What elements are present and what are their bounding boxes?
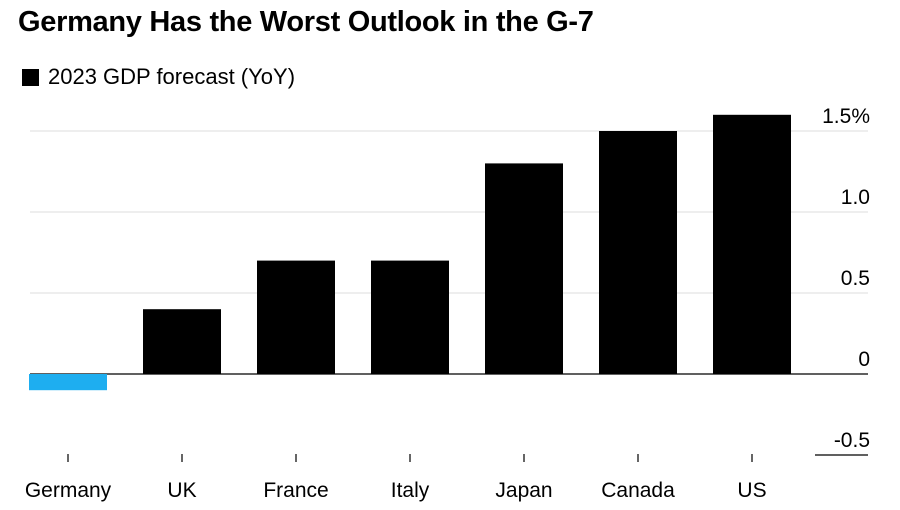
- x-tick-label: US: [737, 479, 766, 502]
- y-tick-label: 0: [858, 348, 870, 371]
- x-tick-label: Japan: [495, 479, 552, 502]
- bar-italy: [371, 260, 449, 374]
- bar-japan: [485, 163, 563, 374]
- x-tick-label: UK: [167, 479, 196, 502]
- bar-us: [713, 114, 791, 375]
- y-tick-label: 1.0: [841, 186, 870, 209]
- x-tick-label: Italy: [391, 479, 430, 502]
- y-tick-label: 0.5: [841, 267, 870, 290]
- x-tick-label: France: [263, 479, 328, 502]
- chart-title: Germany Has the Worst Outlook in the G-7: [18, 6, 594, 38]
- legend: 2023 GDP forecast (YoY): [22, 64, 295, 90]
- bar-germany: [29, 374, 107, 391]
- y-tick-label: 1.5%: [822, 105, 870, 128]
- bar-uk: [143, 309, 221, 374]
- legend-swatch: [22, 68, 39, 86]
- x-tick-label: Germany: [25, 479, 112, 502]
- x-tick-label: Canada: [601, 479, 675, 502]
- y-tick-label: -0.5: [834, 429, 870, 452]
- bar-france: [257, 260, 335, 374]
- bar-canada: [599, 131, 677, 374]
- legend-label: 2023 GDP forecast (YoY): [48, 64, 296, 89]
